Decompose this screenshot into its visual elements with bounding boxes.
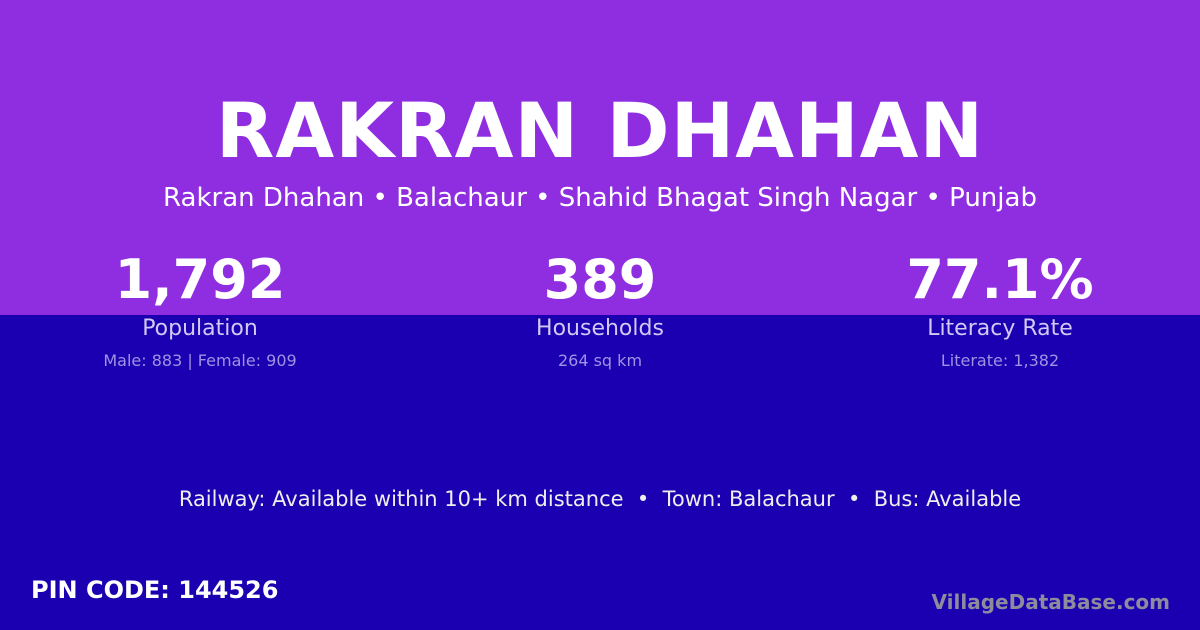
stat-value: 77.1% xyxy=(906,248,1094,311)
stat-households: 389 Households 264 sq km xyxy=(400,248,800,371)
stat-sub: Male: 883 | Female: 909 xyxy=(103,351,297,370)
stat-sub: Literate: 1,382 xyxy=(940,351,1060,370)
stat-label: Literacy Rate xyxy=(927,316,1073,341)
brand-logo: VillageDataBase.com xyxy=(931,590,1170,614)
village-title: RAKRAN DHAHAN xyxy=(215,86,985,175)
stat-literacy: 77.1% Literacy Rate Literate: 1,382 xyxy=(800,248,1200,371)
stat-value: 1,792 xyxy=(114,248,286,311)
stat-label: Population xyxy=(142,316,258,341)
amenities: Railway: Available within 10+ km distanc… xyxy=(178,487,1022,511)
stat-value: 389 xyxy=(543,248,657,311)
header-band xyxy=(0,0,1200,315)
stat-sub: 264 sq km xyxy=(557,351,643,370)
location-breadcrumb: Rakran Dhahan • Balachaur • Shahid Bhaga… xyxy=(163,183,1037,213)
stat-label: Households xyxy=(536,316,664,341)
stat-population: 1,792 Population Male: 883 | Female: 909 xyxy=(0,248,400,371)
pin-code: PIN CODE: 144526 xyxy=(31,576,279,604)
